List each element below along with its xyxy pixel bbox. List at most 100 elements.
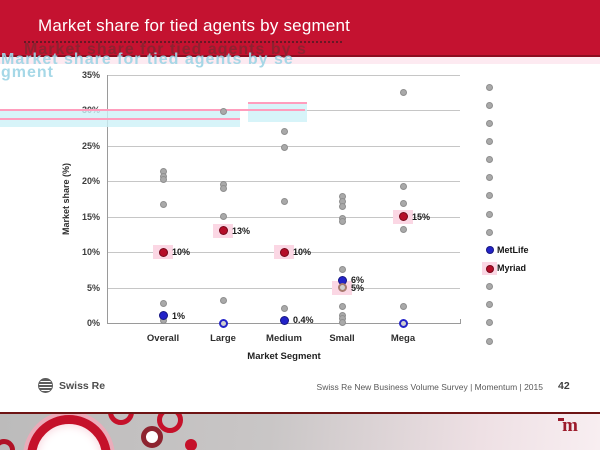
decor-ring: [157, 414, 183, 433]
legend-marker-unlabelled: [486, 283, 493, 291]
data-point-gray: [159, 299, 167, 307]
decor-ring: [0, 439, 15, 450]
data-point-label: 13%: [232, 225, 251, 236]
data-point-metlife: [218, 318, 228, 328]
y-tick-label: 0%: [86, 318, 100, 328]
data-point-gray: [338, 218, 346, 226]
data-point-metlife: [398, 318, 408, 328]
y-tick-label: 5%: [86, 282, 100, 293]
ghost-pink-line-30pct: [0, 109, 305, 111]
legend-marker-unlabelled: [486, 83, 493, 91]
data-point-myriad: [158, 247, 168, 257]
swiss-re-logo-icon: [38, 378, 53, 393]
legend-marker-unlabelled: [486, 228, 493, 236]
ghost-pink-line-lower: [0, 118, 240, 120]
legend-marker-unlabelled: [486, 101, 493, 109]
x-category-label: Small: [329, 333, 355, 344]
x-category-label: Large: [210, 333, 236, 344]
legend-marker-unlabelled: [486, 319, 493, 327]
data-point-gray: [219, 212, 227, 220]
data-point-gray: [399, 303, 407, 311]
data-point-label: 15%: [412, 211, 431, 222]
ghost-title-red: Market share for tied agents by s: [24, 41, 307, 58]
legend-marker-myriad: [486, 264, 494, 273]
data-point-gray: [338, 265, 346, 273]
y-tick-label: 10%: [81, 247, 100, 258]
page-number: 42: [558, 380, 570, 392]
swiss-re-brand-text: Swiss Re: [59, 380, 106, 392]
x-category-label: Mega: [390, 333, 416, 344]
data-point-label: 6%: [351, 275, 365, 286]
data-point-gray: [280, 143, 288, 151]
data-point-gray: [399, 183, 407, 191]
data-point-gray: [399, 225, 407, 233]
data-point-myriad: [337, 283, 347, 293]
decor-circle-large: [27, 415, 111, 450]
data-point-myriad: [398, 212, 408, 222]
data-point-gray: [219, 184, 227, 192]
gridline: [107, 216, 460, 218]
data-point-gray: [280, 128, 288, 136]
decor-ring: [108, 414, 134, 425]
y-axis-title: Market share (%): [61, 162, 71, 236]
legend-marker-unlabelled: [486, 192, 493, 200]
y-tick-label: 35%: [81, 70, 100, 80]
legend-marker-unlabelled: [486, 210, 493, 218]
data-point-gray: [399, 89, 407, 97]
ghost-title-blue-line2: gment: [1, 64, 54, 81]
data-point-gray: [219, 108, 227, 116]
data-point-label: 5%: [351, 282, 365, 293]
y-axis-line: [107, 75, 108, 323]
data-point-metlife: [158, 311, 168, 321]
data-point-label: 1%: [172, 310, 186, 321]
x-category-label: Medium: [266, 333, 302, 344]
header-band: Market share for tied agents by segment: [0, 0, 600, 57]
legend-label-myriad: Myriad: [497, 263, 527, 273]
data-point-label: 10%: [172, 247, 191, 258]
slide-title: Market share for tied agents by segment: [38, 16, 351, 35]
title-underline-dots: [24, 41, 342, 43]
legend-marker-unlabelled: [486, 174, 493, 182]
legend-label-metlife: MetLife: [497, 244, 529, 255]
data-point-gray: [219, 296, 227, 304]
data-point-label: 0.4%: [293, 315, 314, 326]
data-point-gray: [399, 200, 407, 208]
footer-source-text: Swiss Re New Business Volume Survey | Mo…: [316, 382, 543, 392]
data-point-gray: [338, 318, 346, 326]
legend-marker-unlabelled: [486, 301, 493, 309]
momentum-logo-bar: [558, 418, 564, 421]
x-axis-end-tick: [460, 319, 461, 324]
data-point-label: 10%: [293, 247, 312, 258]
data-point-myriad: [279, 247, 289, 257]
data-point-gray: [280, 198, 288, 206]
legend-marker-unlabelled: [486, 119, 493, 127]
legend-marker-unlabelled: [486, 156, 493, 164]
data-point-gray: [159, 201, 167, 209]
data-point-gray: [280, 305, 288, 313]
legend-marker-unlabelled: [486, 137, 493, 145]
data-point-gray: [338, 303, 346, 311]
decor-ring: [141, 426, 163, 448]
decor-dot: [185, 439, 197, 450]
x-axis-title: Market Segment: [247, 351, 321, 362]
data-point-metlife: [279, 315, 289, 325]
y-tick-label: 20%: [81, 176, 100, 187]
x-category-label: Overall: [146, 333, 180, 344]
data-point-myriad: [218, 226, 228, 236]
legend-marker-metlife: [486, 246, 494, 255]
header-pink-strip: [0, 57, 600, 64]
y-tick-label: 15%: [81, 211, 100, 222]
ghost-cyan-band-mid: [248, 103, 307, 122]
data-point-gray: [159, 176, 167, 184]
ghost-pink-line-segment: [248, 102, 307, 104]
data-point-gray: [338, 202, 346, 210]
bottom-band: m: [0, 412, 600, 450]
gridline: [107, 75, 460, 76]
ghost-title-blue-line1: Market share for tied agents by se: [1, 51, 294, 68]
legend-marker-unlabelled: [486, 337, 493, 345]
gridline: [107, 181, 460, 183]
momentum-logo: m: [562, 415, 578, 436]
y-tick-label: 25%: [81, 140, 100, 151]
gridline: [107, 287, 460, 289]
